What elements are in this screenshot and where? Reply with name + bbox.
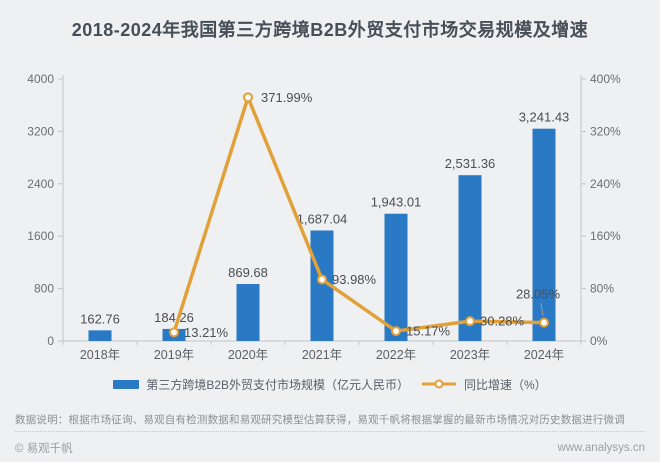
x-axis-category-label: 2024年 <box>524 348 564 362</box>
left-axis-tick-label: 3200 <box>27 124 54 138</box>
x-axis-category-label: 2018年 <box>80 348 120 362</box>
bar-2022年 <box>384 213 408 341</box>
bar-value-label: 162.76 <box>80 311 120 326</box>
chart-legend: 第三方跨境B2B外贸支付市场规模（亿元人民币） 同比增速（%） <box>0 374 660 394</box>
bar-value-label: 2,531.36 <box>445 156 496 171</box>
bar-2024年 <box>532 128 556 341</box>
line-value-label: 93.98% <box>332 272 377 287</box>
website-link[interactable]: www.analysys.cn <box>557 442 645 454</box>
left-axis-tick-label: 800 <box>34 282 54 296</box>
legend-bar-label: 第三方跨境B2B外贸支付市场规模（亿元人民币） <box>146 377 409 392</box>
footer-bar: © 易观千帆 www.analysys.cn <box>15 438 645 458</box>
copyright-text: © 易观千帆 <box>15 443 73 455</box>
bar-value-label: 1,943.01 <box>371 195 422 210</box>
bar-series-swatch-icon <box>113 379 140 389</box>
left-axis-tick-label: 2400 <box>27 177 54 191</box>
line-marker-2021年 <box>317 274 327 285</box>
right-axis-tick-label: 160% <box>590 229 621 243</box>
dotted-divider <box>15 431 645 432</box>
legend-item-line-series: 同比增速（%） <box>421 376 547 393</box>
line-value-label: 371.99% <box>261 90 313 105</box>
line-value-label: 28.05% <box>516 287 561 302</box>
line-value-label: 30.28% <box>480 314 525 329</box>
combo-chart: 0 800 1600 2400 3200 4000 0% 80% 160% 240% 320% 400… <box>27 72 621 362</box>
right-axis-tick-label: 400% <box>590 72 621 86</box>
bar-2020年 <box>236 284 260 341</box>
bar-2023年 <box>458 175 482 341</box>
growth-line <box>172 95 546 335</box>
label-leader-line <box>540 303 544 316</box>
line-value-label: 15.17% <box>406 324 451 339</box>
right-axis-tick-label: 320% <box>590 124 621 138</box>
bar-2018年 <box>88 330 112 341</box>
chart-title: 2018-2024年我国第三方跨境B2B外贸支付市场交易规模及增速 <box>71 20 589 40</box>
line-marker-2019年 <box>169 327 179 338</box>
x-axis-category-label: 2019年 <box>154 348 194 362</box>
bar-value-label: 1,687.04 <box>297 211 348 226</box>
legend-line-label: 同比增速（%） <box>464 377 547 392</box>
line-marker-2023年 <box>465 316 475 327</box>
x-axis-category-label: 2022年 <box>376 348 416 362</box>
x-axis-category-label: 2021年 <box>302 348 342 362</box>
line-marker-2024年 <box>539 317 549 328</box>
x-axis-category-label: 2023年 <box>450 348 490 362</box>
right-axis-tick-label: 80% <box>590 282 614 296</box>
data-note: 数据说明：根据市场征询、易观自有检测数据和易观研究模型估算获得，易观千帆将根据掌… <box>15 414 625 426</box>
line-marker-2022年 <box>391 326 401 337</box>
right-axis-tick-label: 240% <box>590 177 621 191</box>
bar-value-label: 869.68 <box>228 265 268 280</box>
x-axis-category-label: 2020年 <box>228 348 268 362</box>
left-axis-tick-label: 0 <box>47 334 54 348</box>
line-series-swatch-icon <box>422 379 456 389</box>
bar-value-label: 3,241.43 <box>519 110 570 125</box>
bar-value-label: 184.26 <box>154 310 194 325</box>
right-axis-tick-label: 0% <box>590 334 608 348</box>
line-marker-2020年 <box>243 92 253 103</box>
legend-item-bar-series: 第三方跨境B2B外贸支付市场规模（亿元人民币） <box>113 376 409 393</box>
line-value-label: 13.21% <box>184 325 229 340</box>
bar-2021年 <box>310 230 334 341</box>
left-axis-tick-label: 1600 <box>27 229 54 243</box>
left-axis-tick-label: 4000 <box>27 72 54 86</box>
